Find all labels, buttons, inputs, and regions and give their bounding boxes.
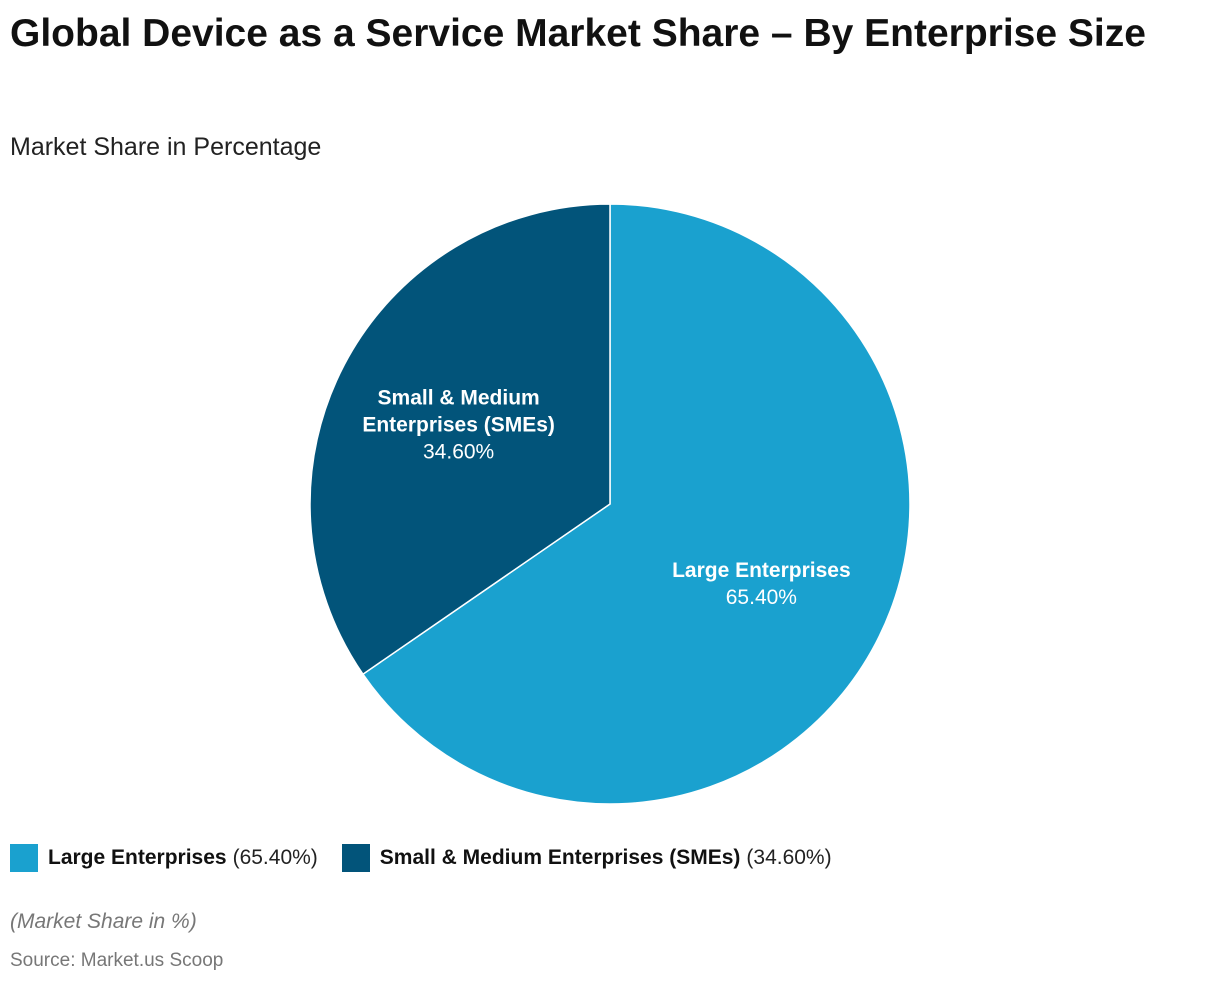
slice-value-label: 65.40% (726, 586, 797, 609)
legend-label-large-enterprises: Large Enterprises (48, 846, 227, 869)
chart-note: (Market Share in %) (10, 910, 197, 933)
chart-title: Global Device as a Service Market Share … (10, 12, 1146, 55)
slice-value-label: 34.60% (423, 440, 494, 463)
slice-name-label: Small & Medium (378, 386, 540, 409)
slice-label-smes: Small & Medium Enterprises (SMEs) 34.60% (362, 386, 555, 463)
legend-item-large-enterprises[interactable]: Large Enterprises (65.40%) (10, 844, 318, 872)
chart-subtitle: Market Share in Percentage (10, 133, 322, 161)
legend-swatch-smes (341, 844, 370, 872)
chart-source: Source: Market.us Scoop (10, 950, 224, 971)
legend-item-smes[interactable]: Small & Medium Enterprises (SMEs) (34.60… (341, 844, 832, 872)
pie-slice-smes[interactable] (309, 203, 611, 676)
legend-swatch-large-enterprises (10, 844, 38, 872)
legend: Large Enterprises (65.40%) Small & Mediu… (10, 843, 856, 873)
pie-slice-large-enterprises[interactable] (361, 203, 911, 805)
slice-label-large-enterprises: Large Enterprises 65.40% (672, 559, 851, 609)
legend-value-smes: (34.60%) (746, 846, 832, 869)
legend-label-smes: Small & Medium Enterprises (SMEs) (379, 846, 741, 869)
legend-value-large-enterprises: (65.40%) (232, 846, 318, 869)
slice-name-label: Enterprises (SMEs) (362, 413, 555, 436)
pie-chart: Large Enterprises 65.40% Small & Medium Ent… (309, 203, 911, 805)
slice-name-label: Large Enterprises (672, 559, 851, 582)
